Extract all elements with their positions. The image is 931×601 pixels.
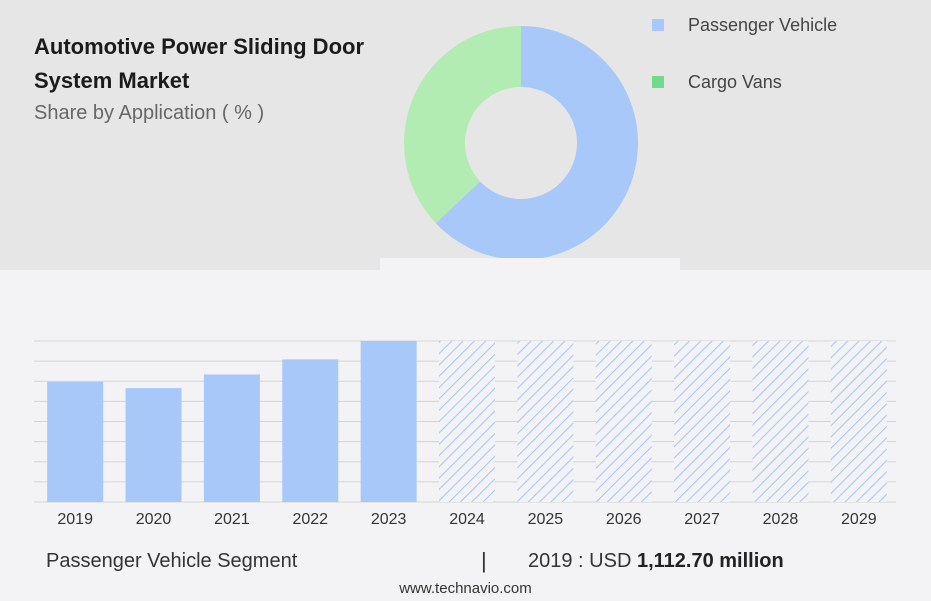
footer-segment: Passenger Vehicle Segment: [46, 550, 298, 572]
legend-swatch-passenger: [652, 19, 664, 31]
forecast-bar-2027: [674, 341, 731, 502]
x-tick-2026: 2026: [606, 511, 642, 528]
forecast-bar-2024: [439, 341, 495, 502]
forecast-bar-2028: [752, 341, 809, 502]
donut-slice-0: [435, 26, 638, 260]
bar-2022: [282, 359, 339, 502]
x-tick-2022: 2022: [292, 511, 328, 528]
chart-subtitle: Share by Application ( % ): [34, 102, 265, 124]
x-tick-2019: 2019: [57, 511, 93, 528]
bar-chart: 2019 2020 2021 2022 2023 2024 2025 2026 2027 2028…: [34, 340, 896, 528]
forecast-bar-2025: [517, 341, 574, 502]
x-tick-2025: 2025: [528, 511, 564, 528]
chart-title: Automotive Power Sliding Door System Mar…: [34, 34, 365, 93]
footer-separator: |: [481, 548, 487, 573]
website-link[interactable]: www.technavio.com: [399, 580, 532, 597]
x-tick-2023: 2023: [371, 511, 407, 528]
footer-value-amount: 1,112.70 million: [636, 550, 784, 572]
x-tick-2020: 2020: [136, 511, 172, 528]
donut-chart: [380, 26, 680, 270]
legend-item-cargo: Cargo Vans: [652, 69, 837, 95]
footer-value: 2019 : USD 1,112.70 million: [528, 550, 784, 573]
legend-label-cargo: Cargo Vans: [688, 71, 782, 92]
legend: Passenger Vehicle Cargo Vans: [652, 12, 837, 126]
legend-item-passenger: Passenger Vehicle: [652, 12, 837, 38]
forecast-bar-2026: [595, 341, 652, 502]
bar-2020: [125, 388, 182, 502]
donut-slice-1: [404, 26, 521, 224]
panel-edge: [380, 258, 680, 270]
x-tick-2029: 2029: [841, 511, 877, 528]
forecast-bar-2029: [830, 341, 887, 502]
footer-value-prefix: 2019 : USD: [528, 550, 632, 572]
legend-swatch-cargo: [652, 76, 664, 88]
x-tick-2021: 2021: [214, 511, 250, 528]
x-tick-2028: 2028: [763, 511, 799, 528]
bar-2019: [47, 381, 104, 502]
x-tick-2027: 2027: [684, 511, 720, 528]
legend-label-passenger: Passenger Vehicle: [688, 14, 838, 35]
bar-2021: [203, 374, 260, 502]
bar-2023: [360, 341, 417, 502]
x-tick-2024: 2024: [449, 511, 485, 528]
